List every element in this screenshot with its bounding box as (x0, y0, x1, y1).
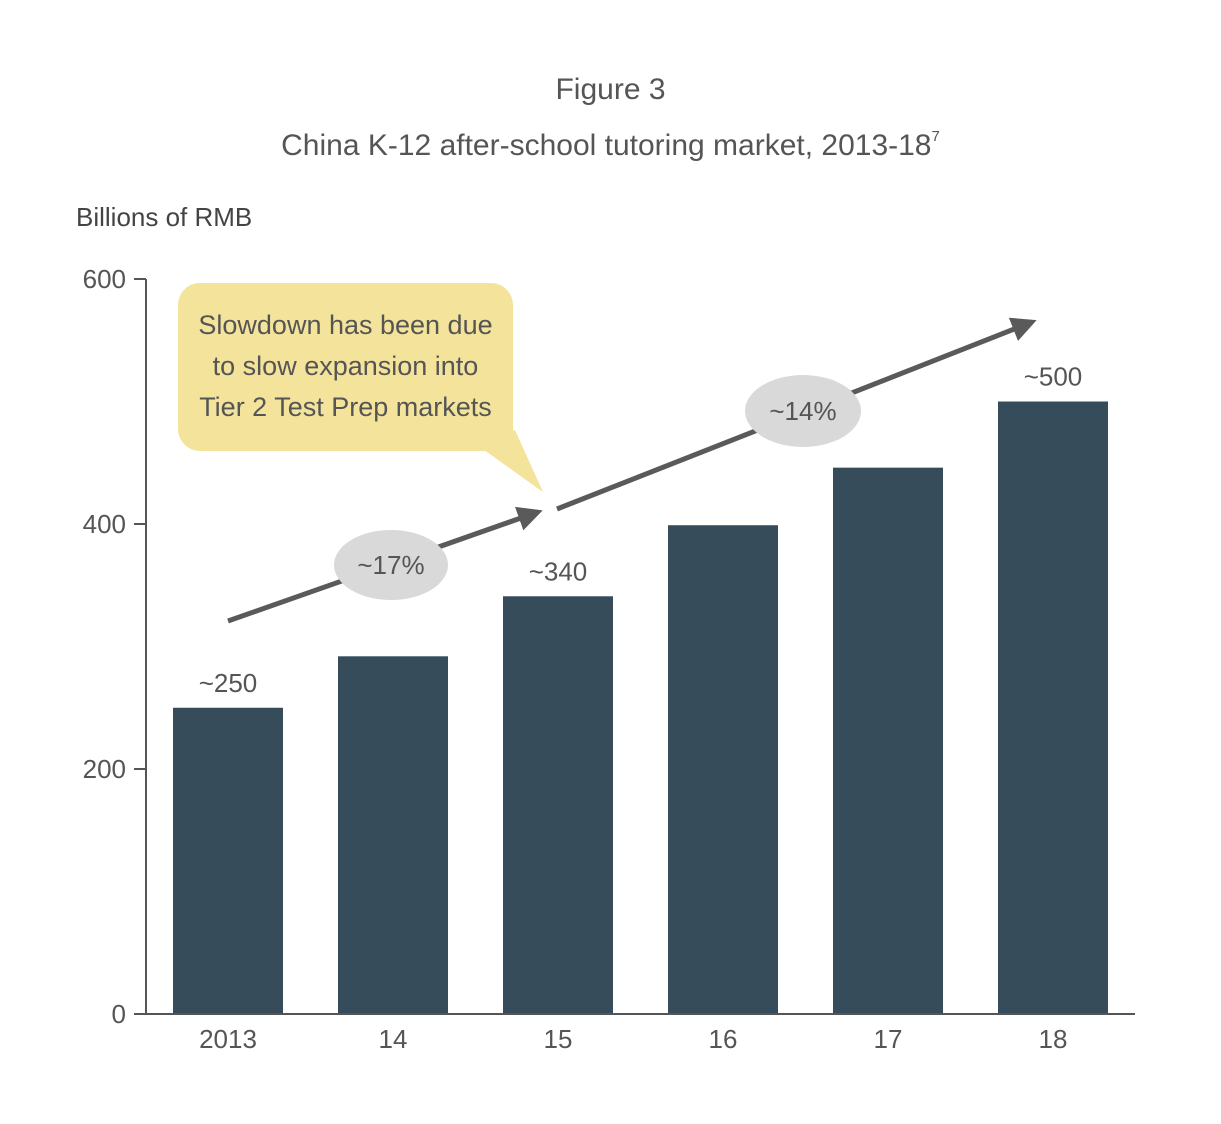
x-tick-label-15: 15 (544, 1024, 573, 1054)
figure-label: Figure 3 (555, 73, 666, 106)
data-label-2013: ~250 (199, 668, 258, 698)
callout-line-3: Tier 2 Test Prep markets (199, 392, 492, 422)
footnote-marker: 7 (931, 128, 940, 145)
callout-line-1: Slowdown has been due (198, 310, 493, 340)
bar-15 (503, 596, 613, 1014)
growth-label-1: ~17% (357, 550, 424, 580)
bar-17 (833, 467, 943, 1014)
y-axis-label: Billions of RMB (76, 202, 253, 232)
bar-14 (338, 656, 448, 1014)
y-tick-label-0: 0 (112, 999, 126, 1029)
data-label-18: ~500 (1024, 362, 1083, 392)
bar-16 (668, 525, 778, 1014)
growth-pill-2 (745, 375, 861, 447)
x-tick-label-18: 18 (1039, 1024, 1068, 1054)
y-tick-label-400: 400 (83, 509, 126, 539)
y-tick-label-600: 600 (83, 264, 126, 294)
x-tick-label-14: 14 (379, 1024, 408, 1054)
bar-18 (998, 401, 1108, 1014)
callout-line-2: to slow expansion into (212, 351, 479, 381)
x-tick-label-17: 17 (874, 1024, 903, 1054)
y-tick-label-200: 200 (83, 754, 126, 784)
figure-title: China K-12 after-school tutoring market,… (0, 112, 1221, 171)
growth-pill-1 (334, 530, 448, 600)
x-tick-label-2013: 2013 (199, 1024, 257, 1054)
callout-box: Slowdown has been due to slow expansion … (178, 283, 513, 451)
growth-label-2: ~14% (769, 396, 836, 426)
x-tick-label-16: 16 (709, 1024, 738, 1054)
data-label-15: ~340 (529, 556, 588, 586)
figure-header: Figure 3 China K-12 after-school tutorin… (0, 68, 1221, 171)
bar-2013 (173, 707, 283, 1014)
figure-title-text: China K-12 after-school tutoring market,… (281, 129, 932, 162)
